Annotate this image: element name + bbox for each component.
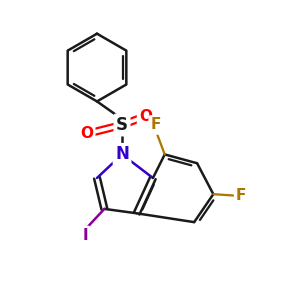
Text: N: N [115, 146, 129, 164]
Text: S: S [116, 116, 128, 134]
Text: O: O [139, 109, 152, 124]
Text: F: F [151, 118, 161, 133]
Text: F: F [236, 188, 247, 203]
Text: O: O [80, 126, 93, 141]
Text: I: I [82, 228, 88, 243]
